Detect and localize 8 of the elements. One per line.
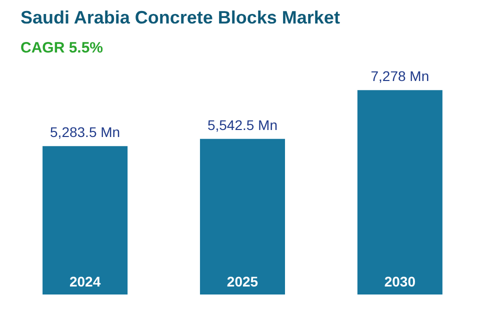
chart-title: Saudi Arabia Concrete Blocks Market xyxy=(20,8,340,28)
data-label: 5,283.5 Mn xyxy=(50,124,120,140)
data-label: 5,542.5 Mn xyxy=(207,116,278,133)
x-tick-label: 2024 xyxy=(69,274,101,290)
x-tick-label: 2025 xyxy=(226,274,258,290)
chart-subtitle: CAGR 5.5% xyxy=(20,40,104,56)
x-tick-label: 2030 xyxy=(384,274,416,290)
data-label: 7,278 Mn xyxy=(370,68,430,84)
